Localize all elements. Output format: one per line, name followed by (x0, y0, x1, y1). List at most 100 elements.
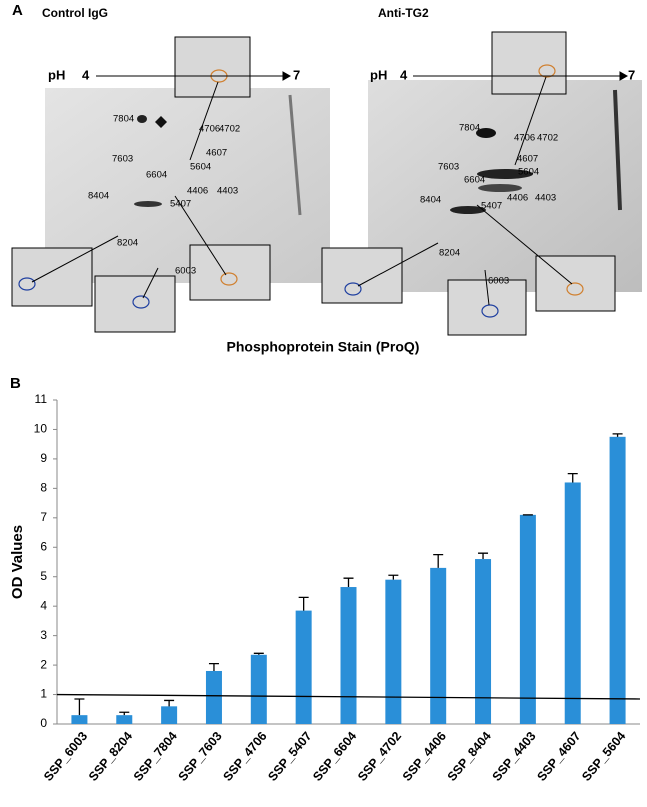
inset-circle (481, 304, 499, 318)
y-tick-label: 1 (40, 687, 47, 701)
spot-label: 4702 (537, 133, 558, 144)
bar (295, 610, 312, 724)
pointer-arrow (31, 235, 119, 283)
bar (116, 715, 133, 724)
bar (250, 654, 267, 724)
ph-label: pH (48, 67, 65, 82)
inset-circle (566, 282, 584, 296)
error-bar (74, 698, 85, 716)
y-tick-label: 7 (40, 510, 47, 524)
panel-label: A (12, 2, 23, 19)
x-tick-label: SSP_8404 (445, 729, 494, 784)
x-tick-label: SSP_4403 (490, 729, 539, 784)
spot-label: 4403 (217, 186, 238, 197)
inset-circle (344, 282, 362, 296)
x-tick-label: SSP_7603 (176, 729, 225, 784)
inset-box (491, 31, 567, 95)
inset-box (94, 275, 176, 333)
bar (519, 514, 536, 724)
x-tick-label: SSP_4706 (220, 729, 269, 784)
error-bar (164, 699, 175, 707)
gel-spot (137, 115, 147, 123)
y-tick-label: 4 (40, 598, 47, 612)
spot-label: 6604 (464, 175, 485, 186)
panel-a: A Control IgG Anti-TG2 pH 4 7 pH 4 7 Pho… (11, 2, 642, 355)
spot-label: 4403 (535, 193, 556, 204)
pointer-arrow (514, 76, 547, 166)
y-tick-label: 8 (40, 481, 47, 495)
ph-end: 7 (293, 67, 300, 82)
inset-box (174, 36, 251, 98)
error-bar (433, 553, 444, 568)
gel-spot (477, 169, 533, 179)
inset-circle (220, 272, 238, 286)
spot-label: 6003 (488, 276, 509, 287)
spot-label: 5604 (190, 162, 211, 173)
inset-circle (18, 277, 36, 291)
y-tick-label: 10 (34, 422, 48, 436)
pointer-arrow (476, 204, 573, 285)
error-bar (253, 652, 264, 655)
gel-spot (155, 116, 167, 128)
caption: Phosphoprotein Stain (ProQ) (227, 339, 420, 355)
y-tick-label: 0 (40, 716, 47, 730)
inset-box (189, 244, 271, 301)
gel-streak (613, 89, 622, 211)
spot-label: 5407 (481, 201, 502, 212)
spot-label: 5604 (518, 167, 539, 178)
inset-box (11, 247, 93, 307)
y-axis-label: OD Values (9, 525, 26, 599)
x-tick-label: SSP_6604 (310, 729, 359, 784)
spot-label: 6604 (146, 170, 167, 181)
error-bar (119, 711, 130, 716)
ph-end: 7 (628, 67, 635, 82)
error-bar (388, 574, 399, 580)
spot-label: 4607 (517, 154, 538, 165)
spot-label: 8404 (420, 195, 441, 206)
pointer-arrow (357, 242, 439, 287)
y-tick-label: 6 (40, 539, 47, 553)
bar (340, 587, 357, 724)
spot-label: 8404 (88, 191, 109, 202)
y-tick-label: 5 (40, 569, 47, 583)
error-bar (612, 433, 623, 437)
ph-start: 4 (82, 67, 90, 82)
error-bar (567, 472, 578, 483)
bar (205, 670, 222, 724)
spot-label: 4607 (206, 148, 227, 159)
panel-label: B (10, 375, 21, 392)
x-tick-label: SSP_7804 (131, 729, 180, 784)
y-tick-label: 3 (40, 628, 47, 642)
spot-label: 7603 (112, 154, 133, 165)
x-tick-label: SSP_5604 (579, 729, 628, 784)
spot-label: 4702 (219, 124, 240, 135)
pointer-arrow (174, 195, 227, 276)
spot-label: 5407 (170, 199, 191, 210)
gel-spot (450, 206, 486, 214)
gel-spot (478, 184, 522, 192)
x-tick-label: SSP_4406 (400, 729, 449, 784)
spot-label: 7804 (113, 114, 134, 125)
threshold-line (56, 693, 641, 700)
bar (71, 715, 88, 724)
inset-circle (132, 295, 150, 309)
gel-spot (476, 128, 496, 138)
ph-label: pH (370, 67, 387, 82)
spot-label: 6003 (175, 266, 196, 277)
spot-label: 7603 (438, 162, 459, 173)
bar (430, 567, 447, 724)
panel-b: B OD Values 0 1 2 3 4 5 6 7 8 9 10 11 SSP_6003SSP_8204… (9, 375, 641, 784)
x-tick-label: SSP_8204 (86, 729, 135, 784)
spot-label: 4706 (199, 124, 220, 135)
ph-start: 4 (400, 67, 408, 82)
bar (609, 436, 626, 724)
spot-label: 4706 (514, 133, 535, 144)
y-tick-label: 11 (35, 392, 48, 406)
spot-label: 8204 (439, 248, 460, 259)
ph-arrow-head (282, 71, 292, 81)
spot-label: 4406 (187, 186, 208, 197)
bar (385, 579, 402, 724)
pointer-arrow (189, 81, 219, 161)
x-tick-label: SSP_4702 (355, 729, 404, 784)
